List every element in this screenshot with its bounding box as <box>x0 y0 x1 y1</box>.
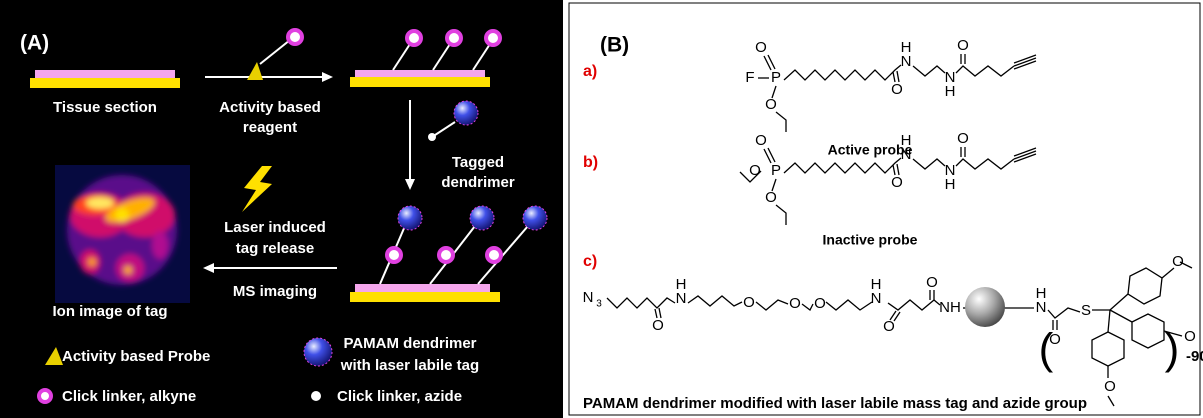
atom-label: P <box>771 69 781 86</box>
legend-label: Click linker, azide <box>337 388 462 405</box>
legend-label: Click linker, alkyne <box>62 388 196 405</box>
atom-label: O <box>755 39 767 56</box>
slide <box>350 77 490 87</box>
legend-alkyne-icon <box>39 390 51 402</box>
legend-label: Activity based Probe <box>62 348 210 365</box>
atom-label: ( <box>1039 325 1054 374</box>
atom-label: O <box>957 130 969 147</box>
atom-label: O <box>652 317 664 334</box>
atom-label: O <box>891 81 903 98</box>
dendrimer-core <box>965 287 1005 327</box>
step-label: Activity based <box>219 99 321 116</box>
atom-label: ) <box>1165 325 1180 374</box>
atom-label: H <box>945 83 956 100</box>
slide <box>30 78 180 88</box>
item-letter: b) <box>583 154 598 171</box>
atom-label: N <box>583 289 594 306</box>
atom-label: N <box>1036 299 1047 316</box>
atom-label: S <box>1081 302 1091 319</box>
atom-label: N <box>676 290 687 307</box>
atom-label: O <box>765 96 777 113</box>
step-label: Tagged <box>452 154 504 171</box>
step-label: tag release <box>236 240 314 257</box>
step-label: dendrimer <box>441 174 515 191</box>
atom-label: O <box>814 295 826 312</box>
tissue <box>355 284 490 292</box>
panel-b-bg <box>569 3 1200 415</box>
atom-label: O <box>1104 378 1116 395</box>
legend-dendrimer-icon <box>304 338 332 366</box>
step-label: Ion image of tag <box>52 303 167 320</box>
atom-label: O <box>755 132 767 149</box>
atom-label: N <box>901 146 912 163</box>
atom-label: NH <box>939 299 961 316</box>
atom-label: O <box>749 162 761 179</box>
atom-label: -900 <box>1186 348 1203 365</box>
caption: PAMAM dendrimer modified with laser labi… <box>583 395 1087 412</box>
atom-label: O <box>926 274 938 291</box>
tissue <box>355 70 485 77</box>
atom-label: H <box>945 176 956 193</box>
atom-label: N <box>871 290 882 307</box>
panel-label: (A) <box>20 32 49 55</box>
legend-label: PAMAM dendrimer <box>343 335 476 352</box>
panel-label: (B) <box>600 34 629 57</box>
item-letter: a) <box>583 63 597 80</box>
atom-label: P <box>771 162 781 179</box>
item-letter: c) <box>583 253 597 270</box>
step-label: Tissue section <box>53 99 157 116</box>
atom-label: O <box>891 174 903 191</box>
step-label: reagent <box>243 119 297 136</box>
step-label: MS imaging <box>233 283 317 300</box>
figure: (A) Tissue section Activity based reagen… <box>0 0 1203 418</box>
tissue <box>35 70 175 78</box>
step-label: Laser induced <box>224 219 326 236</box>
atom-label: O <box>1172 253 1184 270</box>
slide <box>350 292 500 302</box>
atom-label: O <box>1184 328 1196 345</box>
atom-label: O <box>765 189 777 206</box>
atom-label: O <box>957 37 969 54</box>
page: (A) Tissue section Activity based reagen… <box>0 0 1203 418</box>
atom-label: O <box>883 318 895 335</box>
legend-azide-icon <box>311 391 321 401</box>
ion-image <box>55 165 190 303</box>
legend-label: with laser labile tag <box>340 357 479 374</box>
atom-label: F <box>745 69 754 86</box>
atom-label: N <box>901 53 912 70</box>
caption: Inactive probe <box>823 232 918 248</box>
atom-label: 3 <box>596 299 602 310</box>
atom-label: O <box>743 294 755 311</box>
atom-label: O <box>789 295 801 312</box>
